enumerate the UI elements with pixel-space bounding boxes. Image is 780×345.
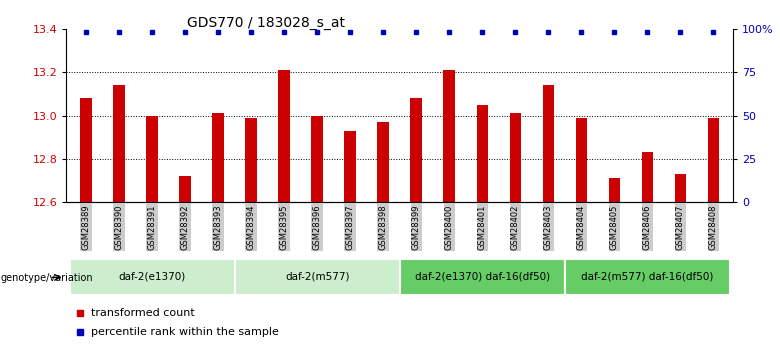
Text: GSM28397: GSM28397 [346, 205, 355, 250]
Text: GSM28391: GSM28391 [147, 205, 157, 250]
FancyBboxPatch shape [235, 259, 399, 295]
Bar [345, 131, 356, 202]
Bar [147, 116, 158, 202]
Bar [311, 116, 323, 202]
Text: GSM28402: GSM28402 [511, 205, 519, 250]
Bar [410, 98, 422, 202]
Bar [608, 178, 620, 202]
Text: GSM28401: GSM28401 [478, 205, 487, 250]
Bar [378, 122, 389, 202]
Bar [278, 70, 290, 202]
Text: GSM28405: GSM28405 [610, 205, 619, 250]
Text: GDS770 / 183028_s_at: GDS770 / 183028_s_at [187, 16, 346, 30]
Bar [509, 114, 521, 202]
Bar [179, 176, 191, 202]
Text: transformed count: transformed count [90, 308, 194, 318]
Text: daf-2(e1370): daf-2(e1370) [119, 271, 186, 281]
Text: daf-2(m577): daf-2(m577) [285, 271, 349, 281]
Text: GSM28400: GSM28400 [445, 205, 454, 250]
Bar [80, 98, 92, 202]
FancyBboxPatch shape [69, 259, 235, 295]
Text: GSM28390: GSM28390 [115, 205, 123, 250]
Text: GSM28407: GSM28407 [676, 205, 685, 250]
Text: daf-2(m577) daf-16(df50): daf-2(m577) daf-16(df50) [581, 271, 714, 281]
FancyBboxPatch shape [565, 259, 730, 295]
Bar [444, 70, 455, 202]
Text: GSM28389: GSM28389 [82, 205, 90, 250]
Text: daf-2(e1370) daf-16(df50): daf-2(e1370) daf-16(df50) [415, 271, 550, 281]
Text: GSM28406: GSM28406 [643, 205, 652, 250]
Bar [675, 174, 686, 202]
Text: GSM28392: GSM28392 [181, 205, 190, 250]
Bar [576, 118, 587, 202]
Bar [642, 152, 653, 202]
Bar [543, 85, 554, 202]
Text: GSM28395: GSM28395 [280, 205, 289, 250]
Bar [707, 118, 719, 202]
Text: GSM28393: GSM28393 [214, 205, 222, 250]
Text: percentile rank within the sample: percentile rank within the sample [90, 327, 278, 337]
Text: GSM28398: GSM28398 [379, 205, 388, 250]
Text: genotype/variation: genotype/variation [1, 273, 94, 283]
Bar [477, 105, 488, 202]
Bar [113, 85, 125, 202]
FancyBboxPatch shape [399, 259, 565, 295]
Bar [212, 114, 224, 202]
Text: GSM28399: GSM28399 [412, 205, 420, 250]
Text: GSM28403: GSM28403 [544, 205, 553, 250]
Bar [246, 118, 257, 202]
Text: GSM28404: GSM28404 [577, 205, 586, 250]
Text: GSM28396: GSM28396 [313, 205, 321, 250]
Text: GSM28408: GSM28408 [709, 205, 718, 250]
Text: GSM28394: GSM28394 [246, 205, 256, 250]
